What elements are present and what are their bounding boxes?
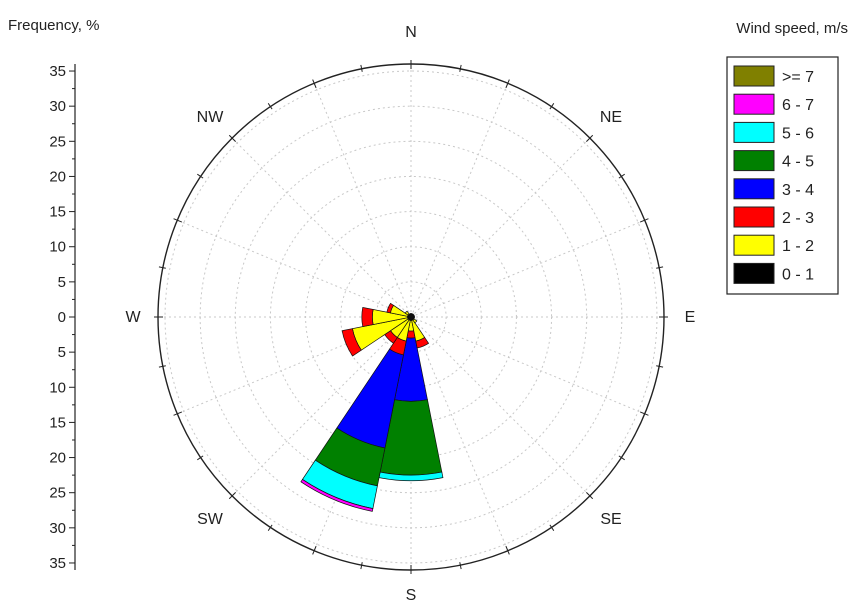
direction-label-nw: NW [197,109,225,126]
compass-tick [360,562,363,570]
direction-label-se: SE [600,511,621,528]
legend-label-6: 1 - 2 [782,238,814,255]
frequency-tick-label: 10 [49,239,66,256]
grid-spoke [410,316,509,551]
frequency-tick-label: 35 [49,555,66,572]
compass-tick [267,524,273,531]
legend: >= 7 6 - 7 5 - 6 4 - 5 3 - 4 2 - 3 1 - 2 0 - 1 [726,56,839,295]
frequency-tick-label: 5 [58,274,66,291]
frequency-axis: 35 30 25 20 15 10 5 0 5 10 15 20 25 30 35 [49,63,76,572]
compass-tick [549,524,555,531]
legend-swatch-2 [733,121,775,143]
wind-sectors [300,302,444,512]
compass-tick [197,173,204,179]
frequency-tick-label: 20 [49,168,66,185]
compass-tick [505,545,510,555]
frequency-tick-label: 30 [49,98,66,115]
grid-spoke [410,316,645,415]
compass-tick [459,64,462,72]
frequency-axis-label: Frequency, % [8,17,99,34]
grid-spoke [177,316,412,415]
legend-label-3: 4 - 5 [782,154,814,171]
compass-tick [267,103,273,110]
frequency-tick-label: 15 [49,204,66,221]
compass-tick [173,218,183,223]
compass-tick [158,266,166,269]
compass-tick [639,411,649,416]
grid-spoke [410,137,591,318]
direction-label-n: N [405,24,417,41]
legend-swatch-7 [733,262,775,284]
compass-tick [158,365,166,368]
legend-label-2: 5 - 6 [782,125,814,142]
compass-tick [505,79,510,89]
compass-tick [173,411,183,416]
legend-label-4: 3 - 4 [782,182,814,199]
grid-spoke [410,83,509,318]
legend-label-1: 6 - 7 [782,97,814,114]
frequency-tick-label: 30 [49,520,66,537]
compass-tick [228,134,236,142]
grid-spoke [177,219,412,318]
compass-tick [549,103,555,110]
compass-tick [312,79,317,89]
legend-swatch-6 [733,234,775,256]
legend-swatch-1 [733,93,775,115]
direction-label-e: E [685,309,696,326]
compass-tick [228,492,236,500]
direction-label-s: S [406,587,417,603]
legend-label-7: 0 - 1 [782,266,814,283]
direction-label-sw: SW [197,511,224,528]
frequency-tick-label: 25 [49,133,66,150]
frequency-tick-label: 35 [49,63,66,80]
frequency-tick-label: 0 [58,309,66,326]
compass-tick [656,266,664,269]
direction-label-w: W [125,309,141,326]
frequency-tick-label: 10 [49,379,66,396]
compass-tick [618,173,625,179]
sector-247.5-bin-2 [341,328,362,357]
compass-tick [197,455,204,461]
frequency-tick-label: 5 [58,344,66,361]
grid-spoke [313,83,412,318]
grid-spoke [410,219,645,318]
frequency-tick-label: 25 [49,485,66,502]
sector-270-bin-2 [361,306,374,328]
compass-tick [618,455,625,461]
compass-tick [312,545,317,555]
sector-292.5-bin-2 [386,302,394,314]
grid-spoke [231,316,412,497]
legend-swatch-3 [733,150,775,172]
sector-90-bin-0 [410,315,415,319]
legend-swatch-4 [733,178,775,200]
compass-tick [360,64,363,72]
legend-box [726,56,839,295]
grid-spoke [231,137,412,318]
compass-tick [586,492,594,500]
compass-tick [639,218,649,223]
grid-spoke [410,316,591,497]
sector-157.5-bin-2 [415,336,430,349]
sector-202.5-bin-6 [300,478,374,512]
frequency-tick-label: 20 [49,450,66,467]
legend-label-0: >= 7 [782,69,814,86]
compass-tick [459,562,462,570]
legend-swatch-5 [733,206,775,228]
frequency-tick-label: 15 [49,414,66,431]
legend-title: Wind speed, m/s [736,20,848,37]
compass-tick [586,134,594,142]
sector-337.5-bin-0 [408,313,412,318]
legend-label-5: 2 - 3 [782,210,814,227]
direction-labels: N NE E SE S SW W NW [125,24,695,603]
legend-swatch-0 [733,65,775,87]
direction-label-ne: NE [600,109,622,126]
compass-tick [656,365,664,368]
